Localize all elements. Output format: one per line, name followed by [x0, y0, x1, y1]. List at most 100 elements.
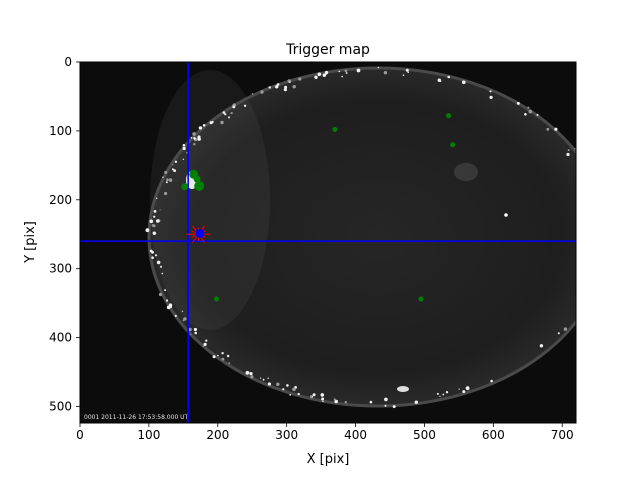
horizon-light: [221, 357, 225, 361]
horizon-light: [489, 95, 493, 99]
horizon-light: [158, 292, 163, 297]
horizon-light: [405, 68, 409, 72]
horizon-light: [228, 116, 230, 119]
horizon-light: [267, 382, 271, 386]
x-tick-label: 300: [275, 428, 298, 442]
horizon-light: [159, 209, 161, 211]
horizon-light: [174, 314, 177, 317]
horizon-light: [344, 69, 348, 73]
horizon-light: [275, 85, 279, 89]
horizon-light: [325, 70, 329, 75]
horizon-light: [161, 272, 164, 275]
horizon-light: [317, 72, 322, 77]
horizon-light: [334, 399, 339, 404]
horizon-light: [490, 379, 493, 383]
horizon-light: [149, 219, 154, 224]
horizon-light: [596, 205, 599, 208]
horizon-light: [567, 149, 570, 152]
horizon-light: [356, 68, 361, 73]
horizon-light: [322, 73, 326, 78]
horizon-light: [321, 397, 325, 401]
x-tick-label: 400: [344, 428, 367, 442]
y-tick-label: 100: [49, 124, 72, 138]
horizon-light: [152, 224, 156, 228]
horizon-light: [341, 75, 344, 78]
horizon-light: [369, 400, 373, 404]
crosshair: [80, 62, 576, 423]
y-tick-label: 300: [49, 262, 72, 276]
horizon-light: [489, 90, 492, 93]
horizon-light: [160, 265, 162, 268]
horizon-light: [164, 191, 168, 196]
trigger-point-green: [446, 113, 452, 119]
horizon-light: [546, 127, 550, 131]
horizon-light: [251, 93, 254, 95]
horizon-light: [402, 74, 405, 76]
horizon-light: [445, 391, 449, 394]
horizon-light: [267, 377, 269, 379]
horizon-light: [192, 132, 196, 136]
horizon-light: [298, 77, 302, 81]
trigger-point-blue: [195, 229, 205, 238]
horizon-light: [166, 305, 171, 310]
horizon-light: [297, 392, 300, 396]
horizon-light: [602, 220, 605, 223]
horizon-light: [262, 378, 265, 381]
horizon-light: [292, 387, 296, 392]
horizon-light: [599, 265, 602, 268]
horizon-light: [166, 299, 169, 302]
horizon-light: [536, 113, 539, 116]
x-tick-label: 100: [137, 428, 160, 442]
horizon-light: [151, 256, 154, 260]
horizon-light: [524, 113, 527, 116]
horizon-light: [183, 317, 187, 321]
y-tick-label: 200: [49, 193, 72, 207]
x-tick-label: 600: [482, 428, 505, 442]
horizon-light: [333, 398, 336, 401]
horizon-light: [226, 354, 230, 358]
x-tick-label: 700: [551, 428, 574, 442]
horizon-light: [312, 393, 316, 397]
y-tick-label: 500: [49, 399, 72, 413]
horizon-light: [260, 377, 262, 379]
horizon-light: [153, 210, 157, 213]
horizon-light: [193, 143, 196, 146]
horizon-light: [589, 179, 592, 182]
horizon-light: [284, 85, 288, 89]
horizon-light: [268, 86, 271, 89]
horizon-light: [202, 345, 204, 347]
horizon-light: [230, 112, 233, 115]
horizon-light: [384, 397, 388, 402]
horizon-light: [345, 72, 348, 74]
horizon-light: [338, 70, 341, 73]
horizon-light: [447, 75, 451, 79]
horizon-light: [193, 327, 197, 332]
horizon-light: [164, 170, 168, 174]
y-tick-label: 0: [64, 55, 72, 69]
horizon-light: [600, 236, 602, 238]
horizon-light: [539, 344, 544, 348]
horizon-light: [320, 393, 325, 397]
trigger-point-green: [450, 142, 456, 148]
horizon-light: [220, 120, 224, 125]
horizon-light: [587, 173, 589, 175]
horizon-light: [309, 395, 314, 399]
horizon-light: [182, 146, 186, 151]
horizon-light: [182, 158, 185, 160]
trigger-point-green: [181, 183, 189, 191]
horizon-light: [188, 327, 192, 332]
horizon-light: [516, 101, 520, 105]
horizon-light: [203, 342, 207, 346]
trigger-point-green: [332, 127, 338, 132]
horizon-light: [212, 355, 216, 359]
horizon-light: [322, 400, 324, 403]
horizon-light: [156, 197, 158, 199]
horizon-light: [181, 310, 184, 312]
horizon-light: [145, 228, 150, 233]
horizon-light: [557, 332, 560, 335]
horizon-light: [377, 66, 380, 69]
sky-image: 0001 2011-11-26 17:53:58.000 UT: [80, 62, 605, 423]
trigger-point-green: [193, 175, 201, 183]
horizon-light: [194, 331, 197, 335]
y-tick-label: 400: [49, 331, 72, 345]
